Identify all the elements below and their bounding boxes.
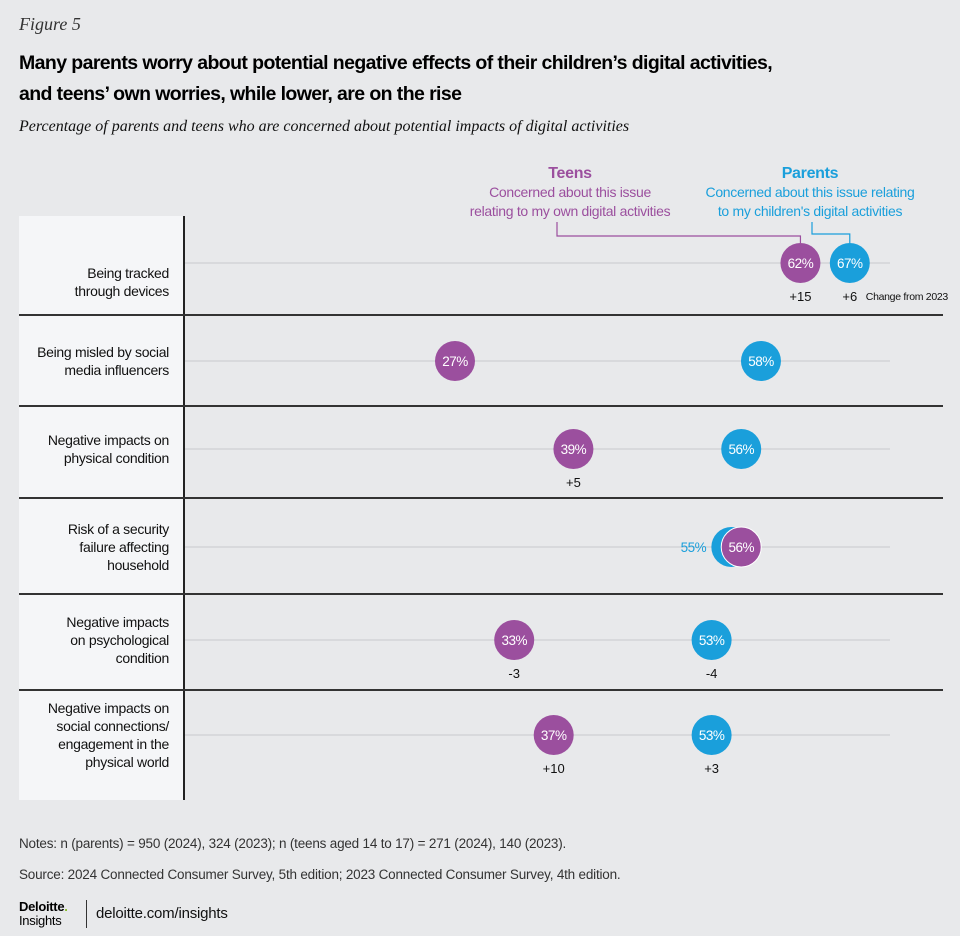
row-label-line: through devices — [74, 283, 170, 299]
row-label: Negative impacts on social connections/en… — [48, 699, 169, 771]
row-separator — [19, 497, 943, 499]
legend-parents: Parents Concerned about this issue relat… — [680, 164, 940, 221]
row-label-line: Being tracked — [87, 265, 169, 281]
notes: Notes: n (parents) = 950 (2024), 324 (20… — [19, 836, 567, 851]
change-from-2023-note: Change from 2023 — [866, 291, 949, 303]
title-line-1: Many parents worry about potential negat… — [19, 52, 773, 74]
row-label-line: Negative impacts on — [47, 700, 169, 716]
row-label-line: Negative impacts on — [47, 432, 169, 448]
parents-dot — [721, 429, 762, 469]
row-label: Negative impacts on physical condition — [48, 431, 169, 467]
legend-parents-line1: Concerned about this issue relating — [705, 184, 915, 200]
deloitte-insights-logo: Deloitte. Insights — [19, 900, 68, 928]
title-line-2: and teens’ own worries, while lower, are… — [19, 83, 462, 105]
row-label: Being misled by social media influencers — [37, 343, 169, 379]
teens-dot — [434, 341, 475, 381]
row-separator — [19, 314, 943, 316]
row-separator — [19, 405, 943, 407]
footer-divider — [86, 900, 87, 928]
row-label-line: media influencers — [64, 362, 169, 378]
row-label-line: social connections/ — [56, 718, 169, 734]
parents-change-label: -4 — [706, 666, 718, 681]
teens-value-label: 27% — [442, 354, 468, 369]
legend-teens-line2: relating to my own digital activities — [469, 203, 671, 219]
parents-value-label: 56% — [728, 442, 754, 457]
parents-change-label: +6 — [842, 289, 857, 304]
parents-value-label: 53% — [699, 633, 725, 648]
teens-change-label: +10 — [543, 761, 565, 776]
parents-dot — [691, 715, 732, 755]
teens-value-label: 37% — [541, 728, 567, 743]
row-label-line: failure affecting — [79, 539, 169, 555]
row-label: Being tracked through devices — [74, 264, 170, 300]
teens-leader-line — [556, 222, 802, 243]
row-label-line: Negative impacts — [66, 614, 169, 630]
teens-dot — [533, 715, 574, 755]
teens-dot — [494, 620, 535, 660]
teens-change-label: +5 — [566, 475, 581, 490]
teens-dot — [553, 429, 594, 469]
row-label-line: Being misled by social — [37, 344, 169, 360]
row-label-line: Risk of a security — [67, 521, 169, 537]
source: Source: 2024 Connected Consumer Survey, … — [19, 867, 621, 882]
teens-dot — [720, 526, 762, 568]
row-label-line: condition — [115, 650, 170, 666]
legend-parents-head: Parents — [781, 165, 839, 182]
logo-dot: . — [64, 899, 68, 914]
teens-change-label: +15 — [789, 289, 811, 304]
logo-brand: Deloitte — [19, 899, 65, 914]
teens-dot — [780, 243, 821, 283]
logo-sub: Insights — [19, 913, 62, 928]
legend-teens-line1: Concerned about this issue — [489, 184, 651, 200]
teens-change-label: -3 — [508, 666, 520, 681]
footer-url-link[interactable]: deloitte.com/insights — [96, 905, 228, 922]
parents-value-label: 58% — [748, 354, 774, 369]
row-label-line: physical world — [85, 754, 169, 770]
parents-dot — [829, 243, 870, 283]
row-label-line: physical condition — [63, 450, 169, 466]
row-label-line: engagement in the — [58, 736, 169, 752]
legend-teens-head: Teens — [548, 165, 592, 182]
parents-dot — [740, 341, 781, 381]
parents-value-label: 55% — [681, 540, 707, 555]
teens-value-label: 39% — [561, 442, 587, 457]
chart-title: Many parents worry about potential negat… — [19, 48, 949, 110]
category-label-column: Being tracked through devices Being misled… — [19, 216, 184, 800]
parents-dot — [691, 620, 732, 660]
parents-change-label: +3 — [704, 761, 719, 776]
teens-value-label: 62% — [788, 256, 814, 271]
legend-teens: Teens Concerned about this issue relatin… — [425, 164, 715, 221]
row-label-line: on psychological — [70, 632, 169, 648]
teens-value-label: 33% — [501, 633, 527, 648]
chart-subtitle: Percentage of parents and teens who are … — [19, 118, 630, 135]
teens-value-label: 56% — [728, 540, 754, 555]
row-label: Negative impacts on psychological conditio… — [66, 613, 169, 667]
parents-leader-line — [811, 222, 851, 243]
row-separator — [19, 689, 943, 691]
legend-parents-line2: to my children's digital activities — [717, 203, 903, 219]
vertical-axis-line — [183, 216, 185, 800]
row-label: Risk of a security failure affecting house… — [68, 520, 169, 574]
row-label-line: household — [107, 557, 169, 573]
row-separator — [19, 593, 943, 595]
parents-value-label: 67% — [837, 256, 863, 271]
figure-label: Figure 5 — [19, 14, 81, 34]
parents-value-label: 53% — [699, 728, 725, 743]
